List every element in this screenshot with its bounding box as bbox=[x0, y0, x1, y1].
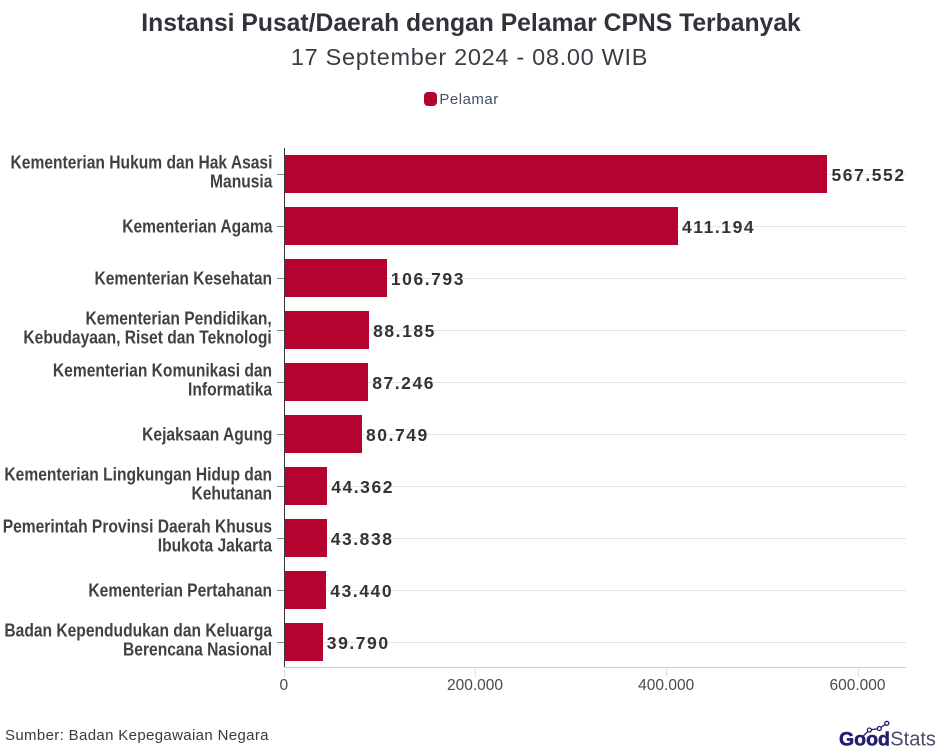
svg-text:Good: Good bbox=[839, 728, 890, 750]
svg-text:Stats: Stats bbox=[890, 728, 936, 750]
